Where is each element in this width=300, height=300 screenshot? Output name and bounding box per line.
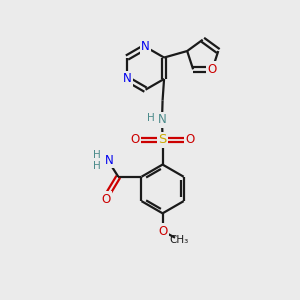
Text: H: H bbox=[93, 150, 101, 160]
Text: CH₃: CH₃ bbox=[169, 235, 189, 245]
Text: N: N bbox=[158, 113, 166, 126]
Text: O: O bbox=[158, 225, 167, 238]
Text: S: S bbox=[158, 134, 167, 146]
Text: H: H bbox=[93, 161, 101, 171]
Text: O: O bbox=[102, 193, 111, 206]
Text: O: O bbox=[208, 63, 217, 76]
Text: N: N bbox=[123, 73, 131, 85]
Text: H: H bbox=[147, 113, 154, 123]
Text: O: O bbox=[185, 134, 195, 146]
Text: N: N bbox=[141, 40, 150, 53]
Text: N: N bbox=[105, 154, 114, 167]
Text: O: O bbox=[130, 134, 140, 146]
